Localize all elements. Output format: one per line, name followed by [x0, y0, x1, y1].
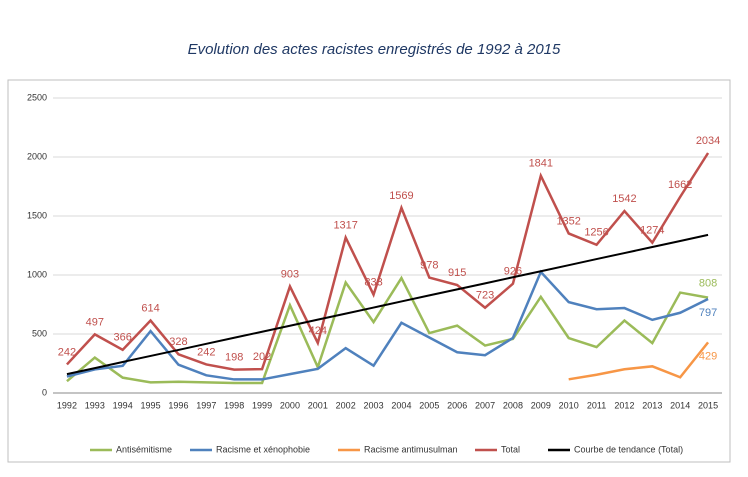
y-tick-label: 1500 [27, 210, 47, 220]
data-label: 723 [476, 290, 494, 302]
data-label: 926 [504, 266, 522, 278]
x-tick-label: 1998 [224, 400, 244, 410]
data-label: 614 [141, 302, 159, 314]
x-tick-label: 1994 [113, 400, 133, 410]
data-label: 1317 [333, 220, 357, 232]
x-tick-label: 1997 [196, 400, 216, 410]
data-label: 429 [699, 350, 717, 362]
legend-label: Total [501, 444, 520, 454]
data-label: 903 [281, 268, 299, 280]
data-label: 1352 [556, 215, 580, 227]
data-label: 1256 [584, 227, 608, 239]
y-tick-label: 1000 [27, 269, 47, 279]
x-tick-label: 2015 [698, 400, 718, 410]
chart-frame [7, 79, 731, 463]
data-label: 198 [225, 352, 243, 364]
x-tick-label: 2002 [336, 400, 356, 410]
data-label: 1662 [668, 179, 692, 191]
legend-label: Racisme antimusulman [364, 444, 458, 454]
x-tick-label: 2001 [308, 400, 328, 410]
data-label: 424 [309, 325, 327, 337]
x-tick-label: 2012 [614, 400, 634, 410]
y-tick-label: 2500 [27, 92, 47, 102]
x-tick-label: 2004 [391, 400, 411, 410]
data-label: 242 [197, 346, 215, 358]
data-label: 202 [253, 351, 271, 363]
x-tick-label: 1996 [168, 400, 188, 410]
data-label: 915 [448, 267, 466, 279]
x-tick-label: 2008 [503, 400, 523, 410]
x-tick-label: 1995 [141, 400, 161, 410]
x-tick-label: 2000 [280, 400, 300, 410]
data-label: 978 [420, 260, 438, 272]
y-tick-label: 500 [32, 328, 47, 338]
data-label: 1542 [612, 193, 636, 205]
legend-label: Courbe de tendance (Total) [574, 444, 683, 454]
legend-label: Racisme et xénophobie [216, 444, 310, 454]
data-label: 366 [114, 332, 132, 344]
series-line [66, 269, 709, 381]
data-label: 808 [699, 278, 717, 290]
y-tick-label: 0 [42, 387, 47, 397]
x-tick-label: 2010 [559, 400, 579, 410]
series-line [66, 275, 709, 385]
data-label: 833 [364, 277, 382, 289]
chart-title: Evolution des actes racistes enregistrés… [188, 41, 561, 58]
legend-label: Antisémitisme [116, 444, 172, 454]
series-line [66, 233, 709, 376]
series-line [66, 152, 710, 371]
data-label: 2034 [696, 135, 720, 147]
data-label: 1841 [529, 158, 553, 170]
y-tick-label: 2000 [27, 151, 47, 161]
x-tick-label: 2005 [419, 400, 439, 410]
data-label: 242 [58, 346, 76, 358]
x-tick-label: 2013 [642, 400, 662, 410]
data-label: 797 [699, 307, 717, 319]
data-label: 328 [169, 336, 187, 348]
data-label: 497 [86, 316, 104, 328]
data-label: 1569 [389, 190, 413, 202]
x-tick-label: 2006 [447, 400, 467, 410]
x-tick-label: 2003 [364, 400, 384, 410]
x-tick-label: 1999 [252, 400, 272, 410]
series-line [568, 341, 710, 381]
x-tick-label: 2007 [475, 400, 495, 410]
x-tick-label: 1993 [85, 400, 105, 410]
x-tick-label: 2009 [531, 400, 551, 410]
x-tick-label: 2011 [587, 400, 606, 410]
data-label: 1274 [640, 225, 664, 237]
x-tick-label: 2014 [670, 400, 690, 410]
x-tick-label: 1992 [57, 400, 77, 410]
